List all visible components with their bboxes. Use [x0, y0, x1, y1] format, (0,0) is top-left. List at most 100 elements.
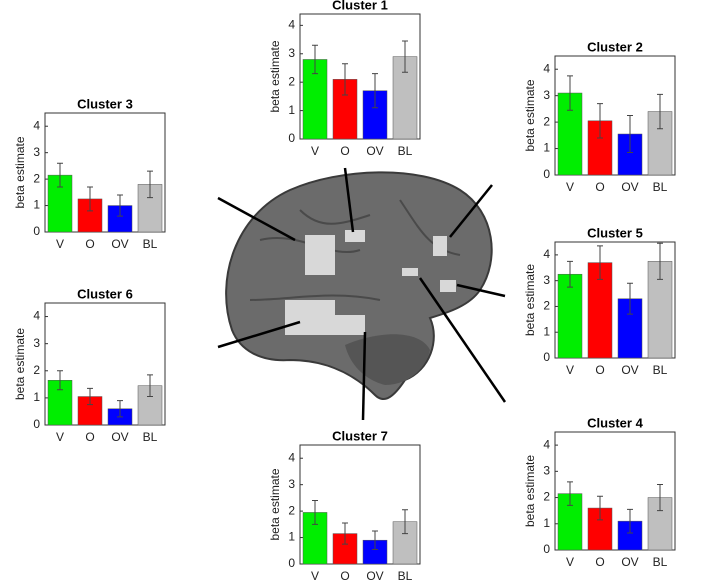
error-bar [117, 400, 123, 418]
x-tick-label: V [311, 569, 319, 583]
bar-chart: Cluster 5 beta estimate 0 1 2 3 4 V O OV BL [523, 225, 676, 377]
y-tick-label: 4 [288, 450, 295, 464]
y-tick-label: 4 [33, 309, 40, 323]
x-tick-label: BL [653, 555, 668, 569]
y-tick-label: 4 [33, 118, 40, 132]
bar-chart: Cluster 1 beta estimate 0 1 2 3 4 V O OV BL [268, 0, 421, 158]
x-tick-label: BL [398, 144, 413, 158]
y-tick-label: 1 [288, 530, 295, 544]
y-axis-label: beta estimate [13, 136, 27, 208]
y-tick-label: 3 [288, 46, 295, 60]
x-tick-label: BL [653, 180, 668, 194]
x-tick-label: OV [621, 363, 638, 377]
y-axis-label: beta estimate [523, 79, 537, 151]
chart-title: Cluster 3 [77, 96, 133, 111]
x-tick-label: V [56, 430, 64, 444]
bar-chart: Cluster 3 beta estimate 0 1 2 3 4 V O OV BL [13, 96, 166, 251]
error-bar [147, 170, 153, 199]
x-tick-label: V [56, 237, 64, 251]
error-bar [372, 530, 378, 550]
error-bar [87, 186, 93, 212]
y-tick-label: 4 [543, 437, 550, 451]
error-bar [597, 103, 603, 139]
error-bar [312, 44, 318, 75]
y-tick-label: 2 [288, 74, 295, 88]
y-tick-label: 1 [543, 324, 550, 338]
y-tick-label: 3 [543, 88, 550, 102]
error-bar [657, 242, 663, 280]
x-tick-label: O [595, 555, 604, 569]
y-tick-label: 0 [543, 542, 550, 556]
error-bar [372, 73, 378, 109]
x-tick-label: V [566, 555, 574, 569]
y-axis-label: beta estimate [268, 468, 282, 540]
y-tick-label: 2 [33, 171, 40, 185]
y-tick-label: 2 [288, 503, 295, 517]
error-bar [597, 495, 603, 521]
x-tick-label: OV [621, 180, 638, 194]
error-bar [627, 508, 633, 534]
error-bar [342, 63, 348, 96]
y-tick-label: 0 [33, 417, 40, 431]
x-tick-label: V [311, 144, 319, 158]
y-tick-label: 1 [543, 141, 550, 155]
error-bar [57, 370, 63, 391]
y-tick-label: 1 [288, 103, 295, 117]
y-tick-label: 4 [288, 18, 295, 32]
error-bar [657, 93, 663, 130]
chart-title: Cluster 5 [587, 225, 643, 240]
y-tick-label: 2 [543, 490, 550, 504]
x-tick-label: BL [653, 363, 668, 377]
error-bar [657, 483, 663, 512]
y-tick-label: 4 [543, 61, 550, 75]
error-bar [342, 522, 348, 545]
y-axis-label: beta estimate [13, 328, 27, 400]
bar-chart: Cluster 6 beta estimate 0 1 2 3 4 V O OV BL [13, 286, 166, 444]
x-tick-label: O [85, 430, 94, 444]
x-tick-label: OV [111, 430, 128, 444]
x-tick-label: O [340, 144, 349, 158]
x-tick-label: V [566, 363, 574, 377]
error-bar [117, 194, 123, 217]
x-tick-label: O [340, 569, 349, 583]
y-tick-label: 1 [33, 390, 40, 404]
error-bar [57, 162, 63, 188]
error-bar [567, 260, 573, 288]
chart-title: Cluster 2 [587, 39, 643, 54]
error-bar [567, 481, 573, 506]
chart-title: Cluster 7 [332, 428, 388, 443]
bar-chart: Cluster 7 beta estimate 0 1 2 3 4 V O OV BL [268, 428, 421, 583]
error-bar [627, 282, 633, 315]
error-bar [312, 500, 318, 525]
y-tick-label: 3 [288, 477, 295, 491]
bar-chart: Cluster 2 beta estimate 0 1 2 3 4 V O OV BL [523, 39, 676, 194]
x-tick-label: O [595, 180, 604, 194]
error-bar [402, 509, 408, 535]
connector-lines [217, 167, 507, 421]
y-tick-label: 0 [543, 350, 550, 364]
clusters [285, 230, 456, 335]
x-tick-label: O [595, 363, 604, 377]
x-tick-label: OV [621, 555, 638, 569]
brain-shape [225, 171, 493, 400]
y-tick-label: 0 [288, 556, 295, 570]
y-tick-label: 1 [543, 516, 550, 530]
bar [557, 273, 583, 359]
error-bar [627, 115, 633, 154]
y-tick-label: 3 [33, 336, 40, 350]
error-bar [567, 75, 573, 111]
cerebellum [345, 334, 430, 385]
y-tick-label: 3 [543, 273, 550, 287]
x-tick-label: V [566, 180, 574, 194]
y-tick-label: 3 [543, 464, 550, 478]
x-tick-label: OV [366, 144, 383, 158]
error-bar [597, 245, 603, 280]
error-bar [402, 40, 408, 73]
y-tick-label: 4 [543, 247, 550, 261]
chart-title: Cluster 6 [77, 286, 133, 301]
bar-chart: Cluster 4 beta estimate 0 1 2 3 4 V O OV BL [523, 415, 676, 569]
brain [217, 167, 507, 421]
x-tick-label: BL [398, 569, 413, 583]
y-tick-label: 0 [33, 224, 40, 238]
y-tick-label: 2 [543, 114, 550, 128]
